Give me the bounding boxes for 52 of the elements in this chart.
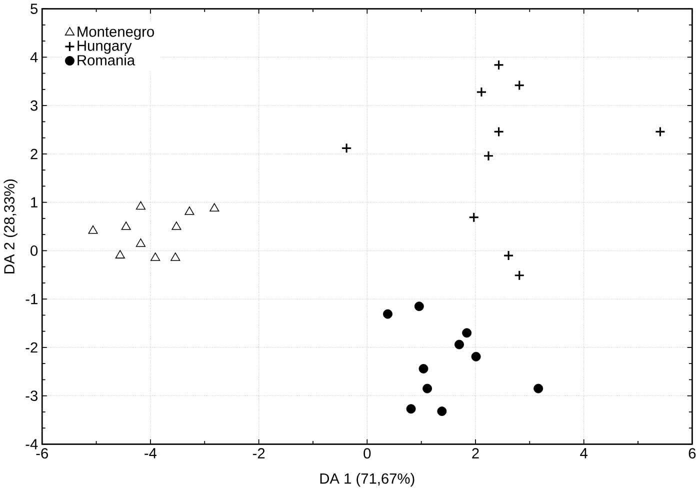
point — [454, 340, 464, 350]
point — [88, 225, 98, 234]
x-tick-label: -6 — [36, 448, 48, 458]
point — [483, 150, 494, 162]
legend-label: Romania — [78, 54, 136, 66]
x-tick-label: -2 — [252, 448, 265, 458]
point — [462, 328, 472, 338]
x-tick-label: 4 — [580, 448, 588, 458]
y-tick-label: 2 — [30, 148, 38, 159]
point — [514, 270, 525, 280]
point — [136, 238, 146, 247]
y-tick-label: -4 — [26, 438, 38, 450]
point — [503, 250, 514, 261]
point — [341, 142, 352, 154]
point — [654, 126, 666, 137]
y-tick-label: -3 — [26, 390, 38, 401]
legend-label: Hungary — [78, 40, 132, 54]
legend-label: Montenegro — [78, 26, 154, 40]
x-axis-title: DA 1 (71,67%) — [320, 472, 414, 486]
point — [383, 309, 392, 319]
point — [184, 206, 194, 215]
y-tick-label: 3 — [30, 100, 38, 111]
y-tick-label: 1 — [31, 197, 38, 208]
y-tick-label: -1 — [26, 294, 38, 304]
point — [150, 252, 160, 261]
x-tick-label: -4 — [144, 448, 157, 458]
point — [437, 406, 447, 416]
y-tick-label: 5 — [30, 4, 38, 14]
point — [170, 252, 180, 261]
point — [115, 250, 125, 258]
y-tick-label: 4 — [30, 52, 38, 62]
point — [534, 384, 544, 394]
point — [493, 126, 504, 137]
point — [422, 384, 432, 394]
point — [414, 301, 424, 311]
point — [471, 352, 481, 362]
point — [121, 221, 131, 230]
y-tick-label: -2 — [26, 342, 38, 352]
x-tick-label: 0 — [364, 448, 371, 458]
point — [468, 212, 480, 222]
x-tick-label: 6 — [688, 448, 696, 458]
point — [406, 404, 416, 414]
point — [514, 80, 525, 90]
point — [136, 201, 146, 210]
point — [210, 202, 220, 212]
y-axis-title: DA 2 (28,33%) — [4, 179, 18, 274]
x-tick-label: 2 — [472, 448, 479, 458]
point — [172, 221, 182, 230]
point — [493, 59, 504, 70]
point — [418, 364, 428, 374]
y-tick-label: 0 — [30, 245, 38, 256]
point — [476, 86, 487, 98]
